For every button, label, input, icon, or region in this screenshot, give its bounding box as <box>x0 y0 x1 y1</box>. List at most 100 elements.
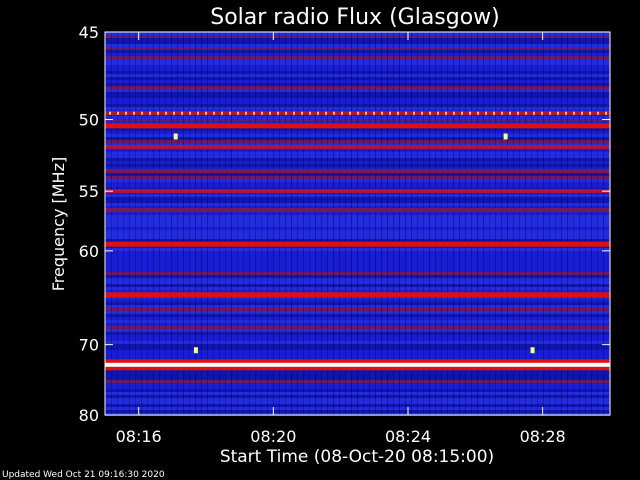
background-stripe <box>105 404 610 407</box>
band-dot <box>237 111 239 115</box>
band-dot <box>117 111 119 115</box>
background-texture <box>249 32 250 415</box>
background-texture <box>321 32 322 415</box>
band-0 <box>105 111 610 116</box>
background-stripe <box>105 137 610 140</box>
background-stripe <box>105 176 610 179</box>
background-stripe <box>105 95 610 98</box>
background-texture <box>279 32 280 415</box>
background-texture <box>381 32 382 415</box>
plot-frame <box>104 31 611 416</box>
background-stripe <box>105 59 610 62</box>
background-stripe <box>105 269 610 272</box>
background-stripe <box>105 407 610 410</box>
background-stripe <box>105 386 610 389</box>
background-stripe <box>105 38 610 41</box>
background-stripe <box>105 314 610 317</box>
band-dot <box>173 111 175 115</box>
background-stripe <box>105 281 610 284</box>
band-dot <box>109 111 111 115</box>
background-texture <box>477 32 478 415</box>
band-dot <box>197 111 199 115</box>
background-stripe <box>105 371 610 374</box>
band-dot <box>277 111 279 115</box>
background-stripe <box>105 116 610 119</box>
band-2 <box>105 144 610 149</box>
background-stripe <box>105 203 610 206</box>
background-stripe <box>105 41 610 44</box>
background-texture <box>189 32 190 415</box>
burst-marker-2 <box>193 347 198 354</box>
background-stripe <box>105 83 610 86</box>
background-texture <box>561 32 562 415</box>
background-stripe <box>105 89 610 92</box>
background-texture <box>255 32 256 415</box>
background-texture <box>303 32 304 415</box>
background-stripe <box>105 197 610 200</box>
background-stripe <box>105 194 610 197</box>
band-fill <box>105 189 610 194</box>
band-dot <box>509 111 511 115</box>
background-stripe <box>105 44 610 47</box>
background-texture <box>183 32 184 415</box>
background-stripe <box>105 173 610 176</box>
background-texture <box>117 32 118 415</box>
band-dot <box>365 111 367 115</box>
background-texture <box>387 32 388 415</box>
background-stripe <box>105 341 610 344</box>
band-dot <box>133 111 135 115</box>
band-dot <box>517 111 519 115</box>
background-stripe <box>105 107 610 110</box>
background-texture <box>423 32 424 415</box>
background-texture <box>165 32 166 415</box>
band-dot <box>213 111 215 115</box>
background-stripe <box>105 230 610 233</box>
background-texture <box>483 32 484 415</box>
band-dot <box>141 111 143 115</box>
background-stripe <box>105 290 610 293</box>
background-texture <box>345 32 346 415</box>
background-stripe <box>105 380 610 383</box>
background-texture <box>267 32 268 415</box>
band-dot <box>533 111 535 115</box>
background-texture <box>519 32 520 415</box>
background-stripe <box>105 35 610 38</box>
background-stripe <box>105 305 610 308</box>
background-stripe <box>105 155 610 158</box>
background-texture <box>225 32 226 415</box>
background-stripe <box>105 374 610 377</box>
background-stripe <box>105 296 610 299</box>
background-stripe <box>105 119 610 122</box>
band-fill <box>105 241 610 247</box>
band-dot <box>165 111 167 115</box>
band-8 <box>105 359 610 371</box>
background-texture <box>327 32 328 415</box>
background-stripe <box>105 302 610 305</box>
band-dot <box>597 111 599 115</box>
background-stripe <box>105 395 610 398</box>
band-dot <box>589 111 591 115</box>
band-dot <box>501 111 503 115</box>
background-texture <box>357 32 358 415</box>
band-dot <box>461 111 463 115</box>
background-texture <box>129 32 130 415</box>
background-stripe <box>105 401 610 404</box>
background-texture <box>201 32 202 415</box>
band-dot <box>389 111 391 115</box>
band-dot <box>493 111 495 115</box>
band-5 <box>105 208 610 213</box>
background-stripe <box>105 167 610 170</box>
background-texture <box>537 32 538 415</box>
plot-area <box>105 32 610 416</box>
band-dot <box>485 111 487 115</box>
band-dot <box>549 111 551 115</box>
background-stripe <box>105 347 610 350</box>
background-texture <box>495 32 496 415</box>
band-dot <box>349 111 351 115</box>
background-stripe <box>105 149 610 152</box>
background-texture <box>549 32 550 415</box>
band-dot <box>181 111 183 115</box>
background-stripe <box>105 233 610 236</box>
background-stripe <box>105 344 610 347</box>
background-texture <box>585 32 586 415</box>
